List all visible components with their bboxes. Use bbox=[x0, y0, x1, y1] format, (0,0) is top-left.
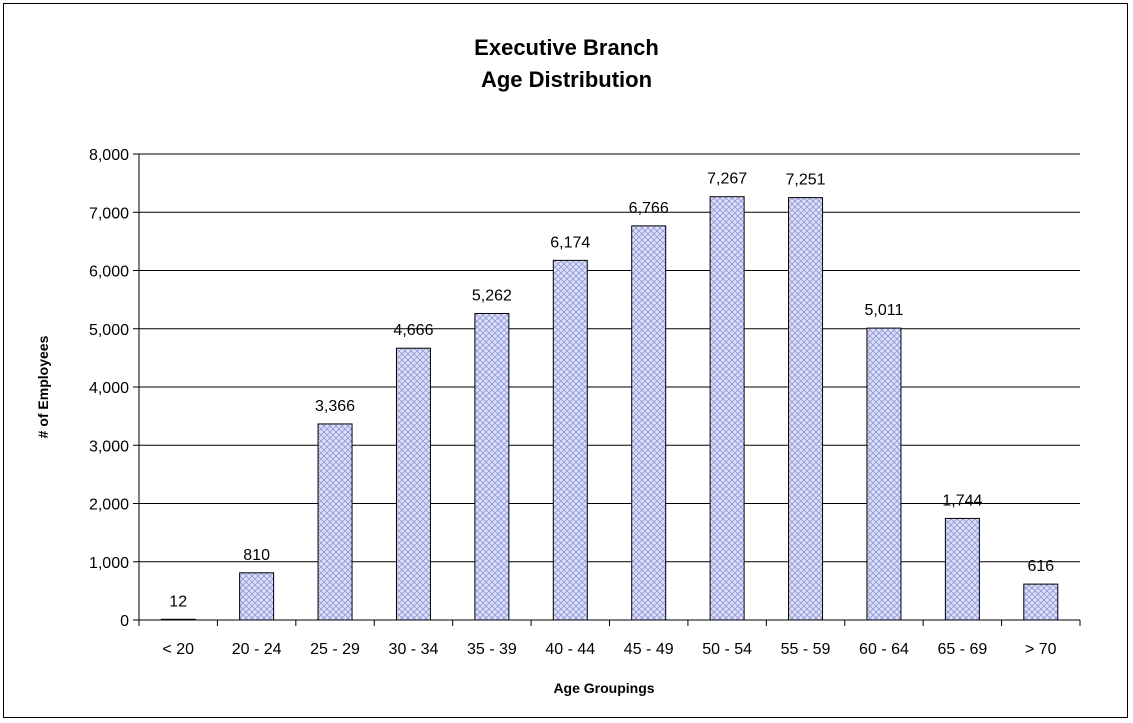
bar bbox=[867, 328, 901, 620]
x-tick-label: 35 - 39 bbox=[467, 641, 517, 658]
data-label: 12 bbox=[169, 593, 187, 610]
bar bbox=[945, 518, 979, 620]
data-label: 6,766 bbox=[629, 200, 669, 217]
x-axis-title: Age Groupings bbox=[553, 680, 654, 696]
data-label: 4,666 bbox=[393, 322, 433, 339]
y-tick-label: 4,000 bbox=[89, 380, 129, 397]
bar bbox=[1024, 584, 1058, 620]
x-tick-label: 60 - 64 bbox=[859, 641, 909, 658]
bar bbox=[632, 226, 666, 620]
x-tick-label: 20 - 24 bbox=[232, 641, 282, 658]
x-tick-label: 50 - 54 bbox=[702, 641, 752, 658]
y-tick-label: 7,000 bbox=[89, 205, 129, 222]
data-label: 7,267 bbox=[707, 171, 747, 188]
data-label: 7,251 bbox=[786, 172, 826, 189]
bars bbox=[161, 197, 1058, 620]
y-tick-label: 6,000 bbox=[89, 264, 129, 281]
data-labels: 12 810 3,366 4,666 5,262 6,174 6,766 7,267 7,251… bbox=[169, 171, 1054, 611]
x-tick-label: 30 - 34 bbox=[389, 641, 439, 658]
y-tick-label: 1,000 bbox=[89, 555, 129, 572]
data-label: 3,366 bbox=[315, 398, 355, 415]
y-tick-label: 5,000 bbox=[89, 322, 129, 339]
data-label: 6,174 bbox=[550, 234, 590, 251]
data-label: 5,011 bbox=[865, 302, 904, 319]
y-tick-label: 8,000 bbox=[89, 147, 129, 164]
data-label: 616 bbox=[1027, 558, 1054, 575]
bar bbox=[240, 573, 274, 620]
data-label: 5,262 bbox=[472, 287, 512, 304]
data-label: 1,744 bbox=[942, 492, 982, 509]
bar bbox=[475, 313, 509, 620]
x-tick-label: 65 - 69 bbox=[937, 641, 987, 658]
x-tick-label: 40 - 44 bbox=[545, 641, 595, 658]
y-tick-label: 0 bbox=[120, 613, 129, 630]
data-label: 810 bbox=[243, 547, 270, 564]
x-tick-label: 55 - 59 bbox=[781, 641, 831, 658]
gridlines bbox=[139, 154, 1080, 562]
x-tick-label: < 20 bbox=[162, 641, 194, 658]
y-tick-label: 2,000 bbox=[89, 497, 129, 514]
x-tick-label: 25 - 29 bbox=[310, 641, 360, 658]
y-axis-title: # of Employees bbox=[35, 335, 51, 438]
bar bbox=[710, 197, 744, 620]
x-tick-label: 45 - 49 bbox=[624, 641, 674, 658]
bar bbox=[789, 198, 823, 620]
bar bbox=[396, 348, 430, 620]
y-tick-label: 3,000 bbox=[89, 438, 129, 455]
bar bbox=[318, 424, 352, 620]
x-tick-label: > 70 bbox=[1025, 641, 1057, 658]
bar bbox=[553, 260, 587, 620]
